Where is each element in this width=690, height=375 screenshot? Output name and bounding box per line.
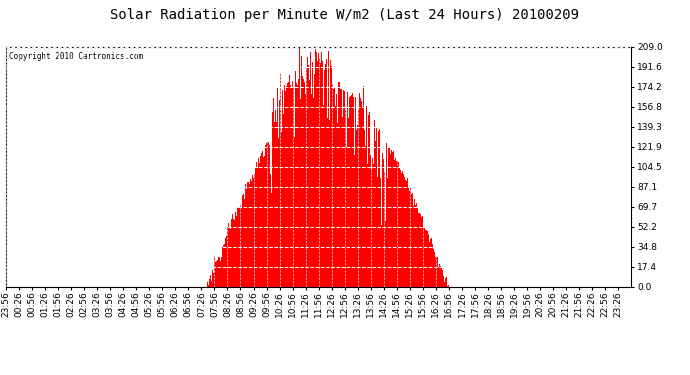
Text: Solar Radiation per Minute W/m2 (Last 24 Hours) 20100209: Solar Radiation per Minute W/m2 (Last 24… [110,8,580,21]
Text: Copyright 2010 Cartronics.com: Copyright 2010 Cartronics.com [9,52,143,61]
